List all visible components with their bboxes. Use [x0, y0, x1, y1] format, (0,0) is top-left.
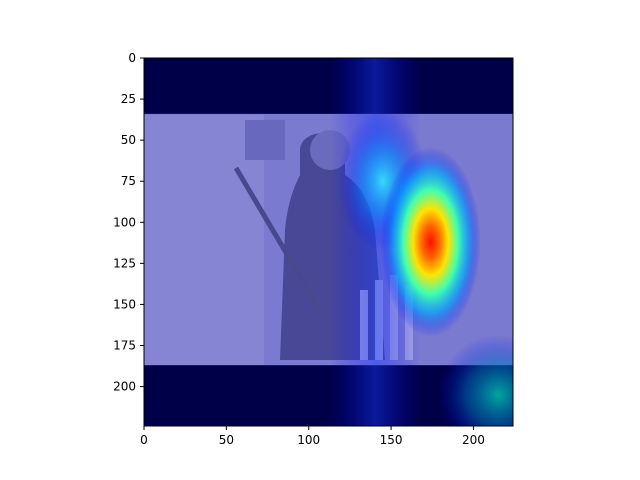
activation-hotspot	[380, 147, 481, 337]
window-shape	[245, 120, 285, 160]
heatmap-plot-area	[144, 58, 513, 426]
y-tick-label: 50	[121, 133, 136, 147]
y-tick-label: 150	[113, 297, 136, 311]
x-tick-label: 50	[219, 433, 234, 447]
y-tick-label: 125	[113, 256, 136, 270]
rifle-shape	[233, 166, 323, 312]
y-tick-label: 175	[113, 339, 136, 353]
y-axis-ticks: 0 25 50 75 100 125 150 175 200	[113, 51, 144, 394]
y-tick-label: 0	[128, 51, 136, 65]
x-tick-label: 100	[297, 433, 320, 447]
axes-frame	[143, 57, 514, 427]
y-tick-label: 100	[113, 215, 136, 229]
house-wall-shape	[144, 115, 264, 365]
x-tick-label: 0	[140, 433, 148, 447]
x-axis-ticks: 0 50 100 150 200	[140, 426, 485, 447]
y-tick-label: 75	[121, 174, 136, 188]
axes-spines	[143, 57, 514, 427]
x-tick-label: 150	[380, 433, 403, 447]
activation-corner	[438, 334, 513, 426]
y-tick-label: 25	[121, 92, 136, 106]
x-tick-label: 200	[462, 433, 485, 447]
y-tick-label: 200	[113, 380, 136, 394]
